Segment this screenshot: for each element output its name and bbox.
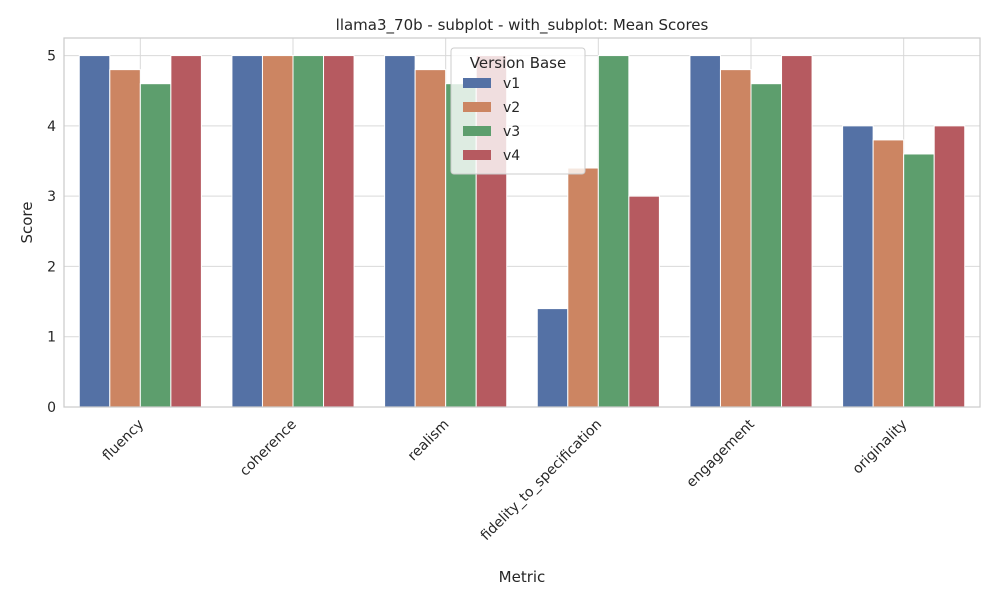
bar-v4-fidelity_to_specification [628, 195, 660, 408]
x-tick-label: realism [405, 417, 453, 465]
bar-v1-fidelity_to_specification [536, 308, 569, 408]
legend-items: v1 v2 v3 v4 [463, 76, 520, 164]
bar-v4-coherence [323, 55, 355, 408]
y-tick-label: 2 [47, 259, 56, 275]
legend: Version Base v1 v2 v3 v4 [450, 47, 586, 175]
x-tick-label: coherence [237, 417, 300, 480]
bar-v3-originality [903, 153, 935, 408]
bar-v3-coherence [292, 55, 325, 408]
legend-label-v4: v4 [503, 148, 520, 164]
legend-swatch-v4 [463, 150, 491, 160]
legend-swatch-v3 [463, 126, 491, 136]
bar-v3-engagement [750, 83, 783, 408]
y-tick-label: 0 [47, 400, 56, 416]
bar-v1-originality [842, 125, 874, 408]
bar-v4-originality [933, 125, 966, 408]
bar-v3-fluency [139, 83, 172, 408]
legend-swatch-v2 [463, 102, 491, 112]
y-tick-label: 1 [47, 330, 56, 346]
bar-v1-engagement [689, 55, 721, 408]
bar-v2-engagement [719, 69, 752, 408]
x-tick-label: originality [850, 417, 911, 478]
legend-label-v1: v1 [503, 76, 520, 92]
y-tick-labels: 0 1 2 3 4 5 [47, 49, 56, 416]
y-axis-label: Score [18, 201, 36, 243]
bar-v3-fidelity_to_specification [597, 55, 630, 408]
bars [78, 55, 966, 408]
bar-v4-fluency [170, 55, 202, 408]
plot-frame [63, 37, 981, 408]
bar-v1-coherence [231, 55, 263, 408]
y-tick-label: 3 [47, 189, 56, 205]
bar-v2-realism [414, 69, 447, 408]
bar-v2-coherence [261, 55, 294, 408]
bar-v1-realism [384, 55, 416, 408]
bar-v2-fidelity_to_specification [567, 167, 599, 408]
y-tick-label: 5 [47, 49, 56, 65]
x-tick-labels: fluency coherence realism fidelity_to_speci… [100, 416, 911, 544]
bar-v2-originality [872, 139, 905, 408]
x-axis-label: Metric [499, 568, 546, 586]
bar-v1-fluency [78, 55, 111, 408]
legend-label-v3: v3 [503, 124, 520, 140]
x-tick-label: fidelity_to_specification [478, 417, 605, 544]
legend-swatch-v1 [463, 78, 491, 88]
x-tick-label: fluency [100, 417, 147, 464]
x-tick-label: engagement [684, 416, 759, 491]
bar-v2-fluency [109, 69, 141, 408]
chart-title: llama3_70b - subplot - with_subplot: Mea… [336, 16, 709, 35]
legend-title: Version Base [470, 54, 566, 72]
y-tick-label: 4 [47, 119, 56, 135]
legend-label-v2: v2 [503, 100, 520, 116]
bar-v4-engagement [781, 55, 813, 408]
